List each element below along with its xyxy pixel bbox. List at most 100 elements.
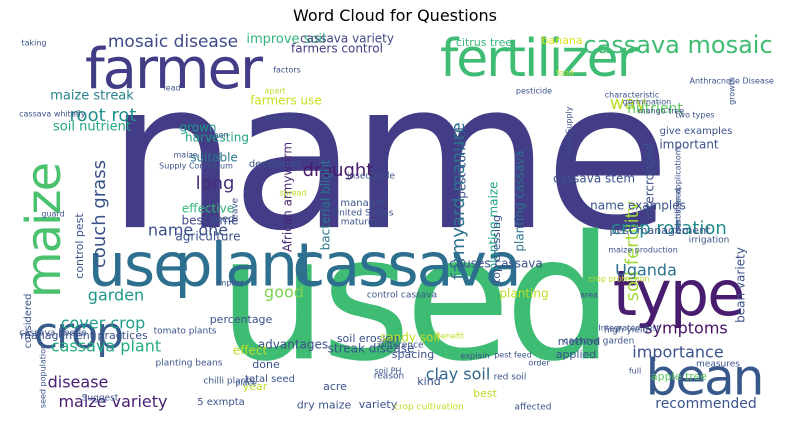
word-beans-seed: beans seed bbox=[674, 188, 683, 234]
word-name: name bbox=[107, 38, 664, 276]
word-symptoms: symptoms bbox=[644, 319, 728, 338]
word-factors: factors bbox=[273, 66, 301, 75]
word-grown: grown bbox=[179, 121, 216, 135]
word-african-armyworm: African armyworm bbox=[281, 142, 295, 252]
word-fertilizer: fertilizer bbox=[440, 31, 639, 89]
word-fertilizer-applications: fertilizer applications bbox=[674, 146, 683, 230]
word-spread: spread bbox=[279, 189, 306, 198]
word-chilli-plants: chilli plants bbox=[203, 377, 254, 387]
word-5-exmpta: 5 exmpta bbox=[197, 397, 245, 408]
word-crop: crop bbox=[34, 308, 122, 359]
word-best: best bbox=[473, 387, 497, 400]
word-maize: maize bbox=[18, 164, 72, 298]
word-benefit: benefit bbox=[436, 332, 464, 341]
word-farmers-use: farmers use bbox=[250, 94, 322, 108]
word-applied: applied bbox=[556, 348, 597, 361]
word-insecticide: insecticide bbox=[347, 172, 396, 182]
word-planting-beans: planting beans bbox=[156, 359, 223, 369]
word-soil-fertility: soil fertility bbox=[622, 200, 643, 301]
word-control-pest: control pest bbox=[73, 213, 86, 279]
word-agriculture: agriculture bbox=[175, 230, 240, 244]
word-farmer: farmer bbox=[85, 37, 264, 102]
word-united-states: United States bbox=[333, 209, 394, 219]
word-nutrient: nutrient bbox=[627, 101, 683, 117]
word-food-supply: Food Supply bbox=[565, 106, 574, 155]
word-effect: effect bbox=[233, 344, 268, 358]
word-seed-population: seed population bbox=[39, 344, 48, 408]
word-disease: disease bbox=[48, 373, 109, 392]
word-importance: importance bbox=[632, 343, 723, 362]
word-planting-cassava: planting cassava bbox=[513, 150, 527, 251]
word-known: known bbox=[266, 114, 292, 123]
word-developed: developed bbox=[249, 159, 301, 170]
word-cover-crop: cover crop bbox=[61, 314, 146, 333]
word-give-examples: give examples bbox=[660, 126, 733, 137]
word-red-soil: red soil bbox=[494, 373, 527, 383]
word-dry-maize: dry maize bbox=[297, 399, 352, 412]
word-apart: apart bbox=[264, 87, 285, 96]
word-name-one: name one bbox=[148, 221, 228, 240]
word-food: food bbox=[556, 69, 574, 78]
word-germination: germination bbox=[623, 98, 671, 107]
word-cassava-mosaic: cassava mosaic bbox=[583, 31, 772, 59]
word-full: full bbox=[629, 367, 641, 376]
word-mango-tree: mango tree bbox=[638, 107, 684, 116]
word-total-seed: total seed bbox=[245, 374, 295, 385]
word-management-practices: management practices bbox=[20, 329, 148, 342]
word-mosaic-disease: mosaic disease bbox=[108, 32, 238, 52]
word-managed: managed bbox=[340, 198, 387, 209]
word-advantages: advantages bbox=[258, 338, 328, 352]
word-long: long bbox=[196, 173, 235, 194]
word-lead: lead bbox=[163, 84, 180, 93]
word-farmyard-manure: farmyard manure bbox=[448, 122, 469, 279]
word-used: used bbox=[218, 198, 608, 399]
word-pest-feed: pest feed bbox=[494, 351, 532, 360]
word-maize-plant: maize plant bbox=[174, 151, 221, 160]
word-apple-tree: apple tree bbox=[651, 370, 707, 383]
word-growth: growth bbox=[728, 77, 737, 105]
word-crop-cultivation: crop cultivation bbox=[394, 403, 464, 413]
word-irrigation: irrigation bbox=[689, 236, 730, 246]
word-effective: effective bbox=[182, 202, 234, 216]
chart-title: Word Cloud for Questions bbox=[293, 6, 497, 25]
word-pest-control: pest control bbox=[455, 127, 469, 198]
word-maize-variety: maize variety bbox=[58, 392, 167, 411]
word-maturity: maturity bbox=[341, 218, 380, 228]
word-area: area bbox=[580, 291, 598, 300]
word-common: common bbox=[194, 131, 229, 140]
word-cassava-stem: cassava stem bbox=[553, 172, 635, 186]
word-suitable: suitable bbox=[190, 151, 238, 165]
word-integrated-pest: Integrated Pest bbox=[598, 324, 659, 333]
word-difference: difference bbox=[378, 341, 424, 351]
word-leave: leave bbox=[231, 197, 241, 222]
word-way: way bbox=[610, 93, 647, 114]
word-method: method bbox=[558, 335, 600, 348]
word-streak-disease: streak disease bbox=[328, 342, 415, 356]
word-couch-grass: couch grass bbox=[89, 160, 110, 268]
word-anthracnose-disease: Anthracnose Disease bbox=[690, 77, 774, 86]
word-suggest: Suggest bbox=[82, 394, 119, 404]
word-best-time: best time bbox=[182, 214, 239, 228]
word-spacing: spacing bbox=[392, 348, 435, 361]
word-name-examples: name examples bbox=[590, 199, 686, 213]
word-citrus-tree: citrus tree bbox=[456, 36, 513, 49]
word-kind: kind bbox=[417, 375, 440, 388]
word-order: order bbox=[528, 359, 550, 368]
word-pesticide: pesticide bbox=[516, 87, 552, 96]
word-guard: guard bbox=[41, 210, 64, 219]
word-intercropped: intercropped bbox=[643, 143, 657, 220]
word-bean: bean bbox=[646, 349, 763, 407]
word-need: need bbox=[210, 214, 235, 225]
word-acre: acre bbox=[323, 380, 347, 393]
word-maize-streak: maize streak bbox=[50, 89, 134, 104]
word-explain: explain bbox=[460, 352, 489, 361]
word-crop-rotation: crop rotation bbox=[611, 218, 727, 239]
word-considered: considered bbox=[23, 294, 34, 349]
word-done: done bbox=[252, 358, 280, 371]
word-cassava-plant: cassava plant bbox=[51, 337, 161, 356]
word-banana: banana bbox=[541, 34, 582, 47]
word-cassava: cassava bbox=[292, 231, 519, 301]
word-cassava-variety: cassava variety bbox=[300, 32, 394, 46]
word-drought: drought bbox=[303, 160, 374, 181]
